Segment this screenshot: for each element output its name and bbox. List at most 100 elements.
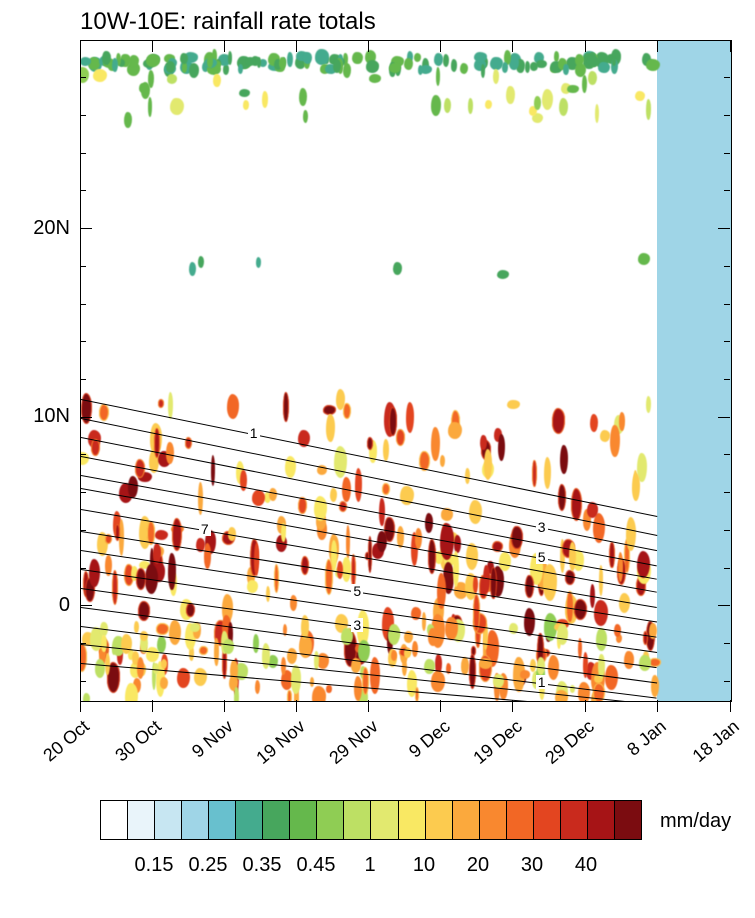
colorbar-cell [426,801,453,839]
rainfall-blob [158,399,164,407]
plot-area: 1357531 [80,40,732,702]
rainfall-blob [530,62,538,71]
contour-label: 7 [199,522,211,536]
rainfall-blob [406,402,414,433]
rainfall-blob [223,639,234,654]
rainfall-blob [596,628,607,650]
rainfall-blob [189,262,196,276]
colorbar-cell [317,801,344,839]
rainfall-blob [619,412,626,431]
rainfall-blob [99,404,109,421]
rainfall-blob [223,64,229,75]
x-tick-label: 20 Oct [19,716,94,784]
rainfall-blob [287,648,297,664]
rainfall-blob [369,74,381,83]
rainfall-blob [194,668,207,687]
rainfall-blob [228,51,233,65]
rainfall-blob [266,586,270,602]
x-tick [512,700,513,712]
rainfall-blob [91,439,100,456]
rainfall-blob [207,55,213,68]
rainfall-blob [128,476,138,499]
rainfall-blob [274,564,279,593]
rainfall-blob [105,653,110,675]
rainfall-blob [600,430,610,442]
rainfall-blob [609,542,614,568]
rainfall-blob [624,651,633,669]
rainfall-blob [480,435,487,450]
rainfall-blob [243,100,250,111]
rainfall-blob [465,468,470,485]
rainfall-blob [506,86,514,104]
colorbar-cell [236,801,263,839]
colorbar-cell [290,801,317,839]
rainfall-blob [252,490,265,506]
rainfall-blob [412,641,418,657]
rainfall-blob [227,394,239,419]
rainfall-blob [161,659,167,669]
colorbar-cell [101,801,128,839]
rainfall-blob [448,422,462,439]
x-tick [440,700,441,712]
rainfall-blob [493,69,500,85]
rainfall-blob [156,623,169,635]
colorbar [100,800,642,840]
rainfall-blob [646,396,651,414]
forecast-region [657,41,731,701]
rainfall-blob [247,580,258,593]
colorbar-cell [399,801,426,839]
rainfall-blob [287,690,292,702]
x-tick [224,700,225,712]
rainfall-blob [534,96,541,109]
rainfall-blob [325,559,333,595]
rainfall-blob [588,71,597,85]
rainfall-blob [253,634,259,653]
colorbar-tick-label: 30 [511,854,553,877]
rainfall-blob [314,651,319,670]
x-tick [152,700,153,712]
rainfall-blob [157,636,166,653]
rainfall-blob [362,667,369,695]
rainfall-blob [563,64,568,75]
rainfall-blob [330,488,337,502]
rainfall-blob [618,552,623,582]
rainfall-blob [125,683,138,702]
colorbar-cell [263,801,290,839]
contour-label: 3 [351,618,363,632]
rainfall-blob [498,434,505,461]
x-tick [368,700,369,712]
rainfall-blob [299,88,307,106]
rainfall-blob [204,543,211,569]
rainfall-blob [186,603,195,617]
rainfall-blob [269,488,277,502]
rainfall-blob [619,593,630,613]
rainfall-blob [134,621,139,633]
rainfall-blob [468,98,473,114]
rainfall-blob [632,473,640,501]
rainfall-blob [431,95,441,115]
rainfall-blob [168,553,176,591]
x-tick [80,700,81,712]
rainfall-blob [532,460,537,487]
rainfall-blob [502,62,508,72]
rainfall-blob [93,69,107,82]
rainfall-blob [290,595,298,611]
rainfall-blob [474,52,486,62]
chart-title: 10W-10E: rainfall rate totals [80,8,376,36]
rainfall-blob [80,67,89,83]
rainfall-blob [382,483,390,495]
rainfall-blob [124,112,132,128]
rainfall-blob [473,576,478,593]
rainfall-blob [352,52,362,64]
rainfall-blob [83,693,89,702]
rainfall-blob [121,634,132,654]
y-tick-label: 10N [20,405,70,428]
rainfall-blob [559,98,568,116]
rainfall-blob [440,455,445,467]
rainfall-blob [388,624,400,646]
rainfall-blob [595,104,599,123]
x-tick [730,700,731,712]
x-tick-label: 29 Nov [307,716,382,784]
x-tick-label: 30 Oct [91,716,166,784]
rainfall-blob [383,439,389,460]
